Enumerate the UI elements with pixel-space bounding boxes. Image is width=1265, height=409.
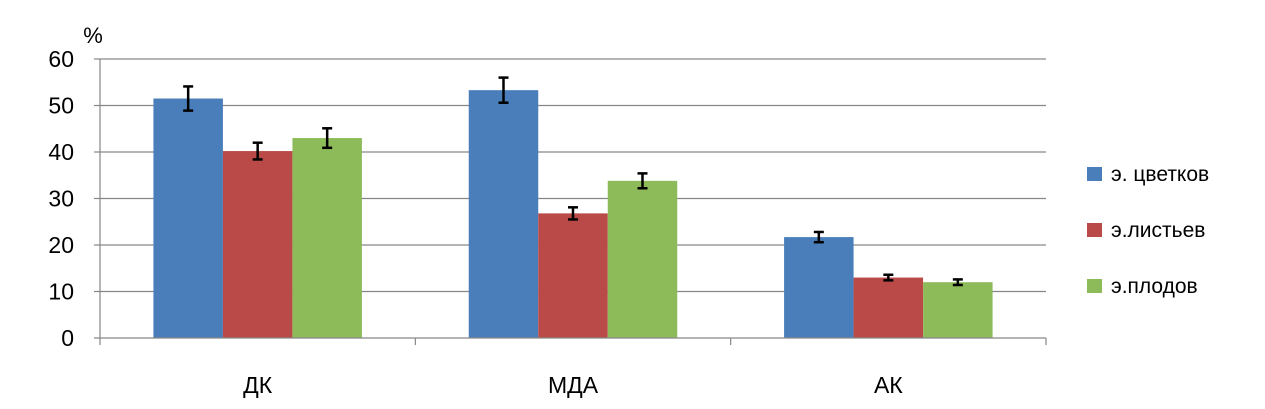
- axes: [94, 58, 1047, 345]
- y-tick-label: 0: [61, 325, 74, 351]
- x-category-label: ДК: [243, 372, 273, 398]
- y-tick-label: 40: [48, 139, 74, 165]
- bars: [153, 90, 993, 339]
- legend-entry-label: э.плодов: [1111, 275, 1198, 298]
- y-tick-label: 50: [48, 93, 74, 119]
- bar: [853, 277, 924, 338]
- y-axis-unit-label: %: [83, 23, 103, 48]
- bar: [292, 138, 362, 338]
- legend-swatch: [1087, 223, 1102, 237]
- bar: [538, 213, 608, 338]
- x-category-label: АК: [874, 372, 903, 398]
- bar: [784, 237, 854, 338]
- y-tick-label: 60: [48, 46, 74, 72]
- bar: [468, 90, 539, 338]
- y-tick-label: 30: [48, 186, 74, 212]
- legend-swatch: [1087, 167, 1102, 181]
- bar: [607, 180, 678, 338]
- legend-swatch: [1087, 279, 1102, 293]
- bar: [923, 282, 993, 338]
- bar: [222, 151, 293, 338]
- legend-entry-label: э. цветков: [1111, 163, 1209, 186]
- axis-labels: % 0 10 20 30 40 50 60 ДК МДА АК: [48, 23, 903, 398]
- x-category-label: МДА: [548, 372, 599, 398]
- bar: [153, 98, 223, 339]
- y-tick-label: 20: [48, 232, 74, 258]
- error-bars: [183, 76, 963, 287]
- y-tick-label: 10: [48, 279, 74, 305]
- legend: э. цветков э.листьев э.плодов: [1087, 163, 1209, 298]
- legend-entry-label: э.листьев: [1111, 219, 1205, 242]
